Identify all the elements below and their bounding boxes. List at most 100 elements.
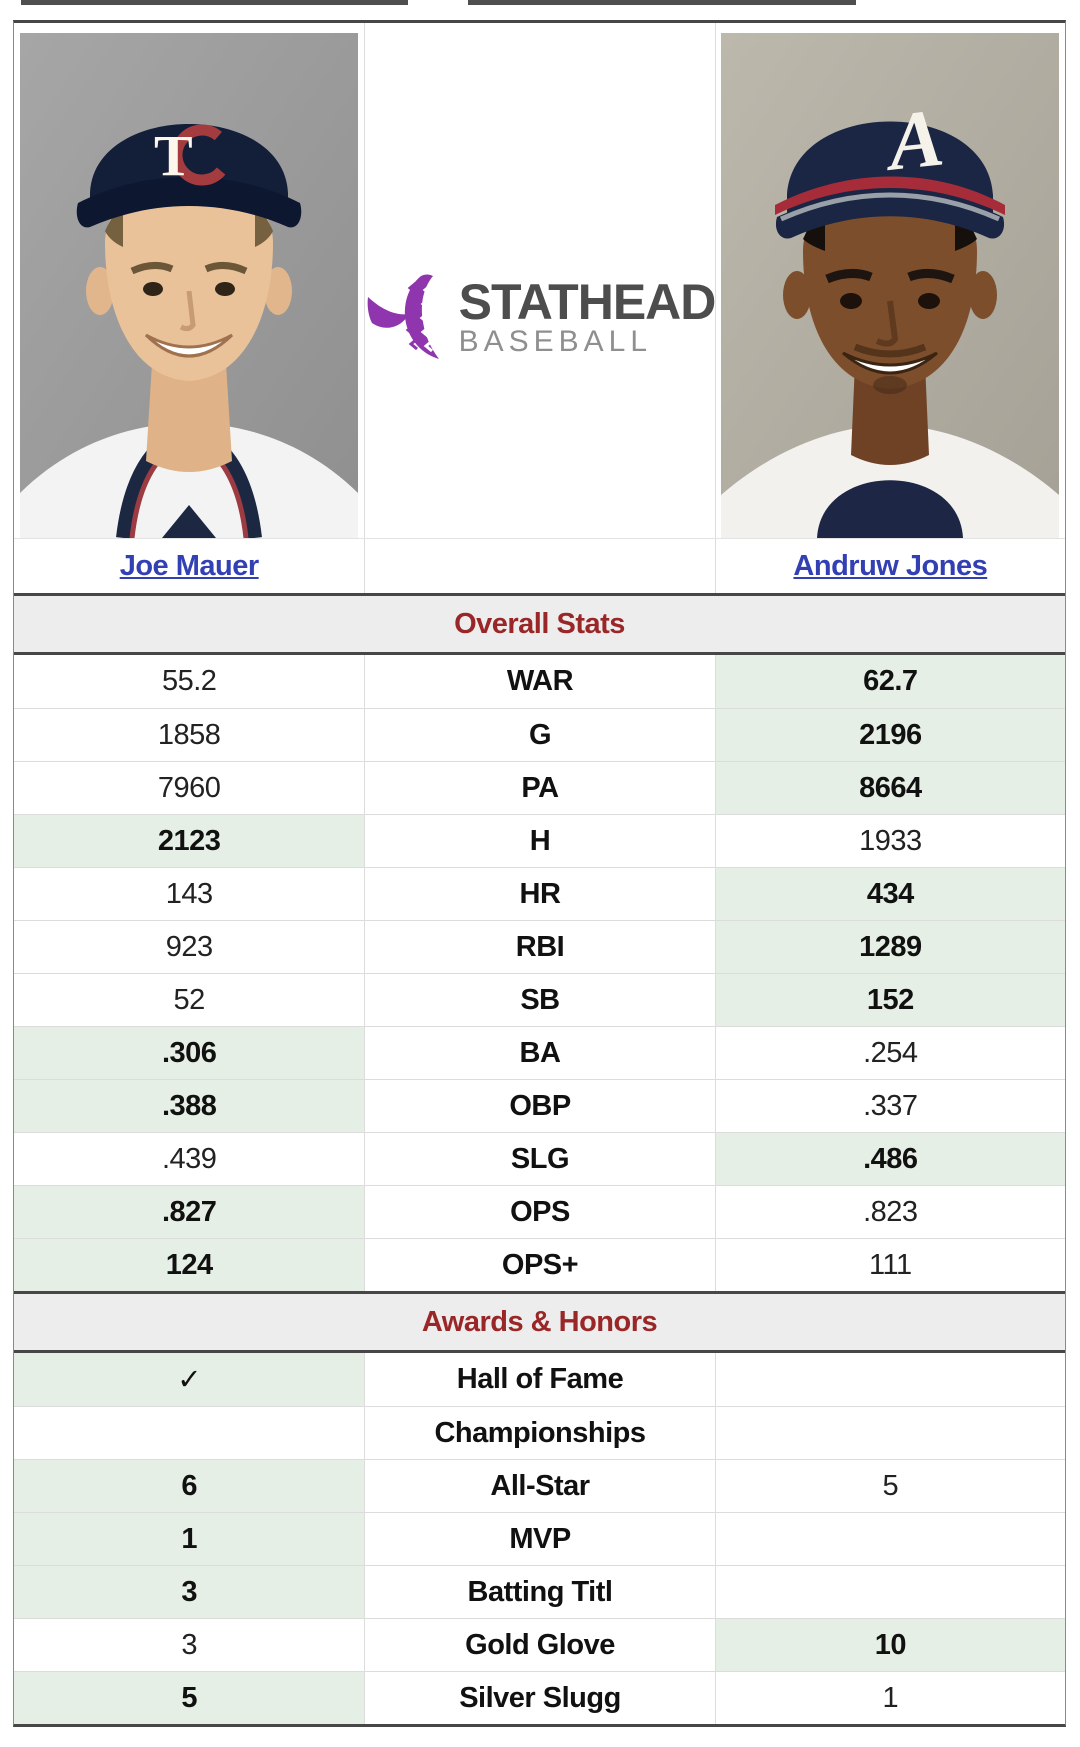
- stat-label: OBP: [364, 1080, 714, 1132]
- twins-cap-monogram-t: T: [154, 123, 193, 188]
- left-player-value: .439: [161, 1142, 217, 1175]
- right-player-value: 5: [714, 1460, 1065, 1512]
- stat-label: SLG: [364, 1133, 714, 1185]
- right-player-value: .254: [714, 1027, 1065, 1079]
- right-player-value: 8664: [714, 762, 1065, 814]
- left-player-value: 6: [14, 1460, 365, 1512]
- names-row: Joe Mauer Andruw Jones: [14, 538, 1065, 593]
- top-rule-right: [468, 0, 856, 5]
- left-player-value: .388: [14, 1080, 365, 1132]
- stat-row-rbi: 923 RBI 1289: [14, 920, 1065, 973]
- stat-row-gold-glove: 3 Gold Glove 10: [14, 1618, 1065, 1671]
- left-player-value: 923: [165, 930, 213, 963]
- stat-label: H: [364, 815, 714, 867]
- stat-label: MVP: [364, 1513, 714, 1565]
- player-link-andruw-jones[interactable]: Andruw Jones: [793, 549, 988, 582]
- stat-label: OPS+: [364, 1239, 714, 1291]
- right-player-value: [714, 1407, 1065, 1459]
- right-player-value: [714, 1566, 1065, 1618]
- joe-mauer-photo: T: [20, 33, 359, 538]
- names-row-spacer: [364, 539, 714, 593]
- stat-label: Batting Titl: [364, 1566, 714, 1618]
- left-player-value: 1: [14, 1513, 365, 1565]
- right-player-value: 2196: [714, 709, 1065, 761]
- stat-row-all-star: 6 All-Star 5: [14, 1459, 1065, 1512]
- logo-subtitle: BASEBALL: [458, 324, 653, 358]
- left-player-value: 55.2: [161, 665, 217, 697]
- stat-label: G: [364, 709, 714, 761]
- stat-row-war: 55.2 WAR 62.7: [14, 655, 1065, 708]
- player-photo-cell-right: A: [714, 23, 1065, 538]
- stat-label: RBI: [364, 921, 714, 973]
- left-player-value: 124: [14, 1239, 365, 1291]
- stat-label: HR: [364, 868, 714, 920]
- stat-row-ops: 124 OPS+ 111: [14, 1238, 1065, 1291]
- right-player-value: .823: [714, 1186, 1065, 1238]
- stat-label: Hall of Fame: [364, 1353, 714, 1406]
- player-photo-cell-left: T: [14, 23, 364, 538]
- stat-row-ops: .827 OPS .823: [14, 1185, 1065, 1238]
- right-player-value: .486: [714, 1133, 1065, 1185]
- player-name-cell-left: Joe Mauer: [14, 539, 364, 593]
- logo-cell: STATHEAD BASEBALL: [364, 23, 716, 538]
- stat-row-h: 2123 H 1933: [14, 814, 1065, 867]
- left-player-value: .306: [14, 1027, 365, 1079]
- stat-row-silver-slugg: 5 Silver Slugg 1: [14, 1671, 1065, 1724]
- right-player-value: 111: [714, 1239, 1065, 1291]
- right-player-value: 62.7: [714, 655, 1065, 708]
- section-header-awards-honors: Awards & Honors: [14, 1291, 1065, 1353]
- stat-row-pa: 7960 PA 8664: [14, 761, 1065, 814]
- left-player-value: 1858: [157, 718, 221, 751]
- stat-label: All-Star: [364, 1460, 714, 1512]
- stat-label: Championships: [364, 1407, 714, 1459]
- left-player-value: 2123: [14, 815, 365, 867]
- stat-label: BA: [364, 1027, 714, 1079]
- left-player-value: 3: [181, 1628, 197, 1661]
- player-name-cell-right: Andruw Jones: [714, 539, 1065, 593]
- section-title: Awards & Honors: [421, 1305, 658, 1338]
- stat-label: OPS: [364, 1186, 714, 1238]
- stat-row-ba: .306 BA .254: [14, 1026, 1065, 1079]
- section-header-overall-stats: Overall Stats: [14, 593, 1065, 655]
- logo-text: STATHEAD BASEBALL: [458, 273, 717, 358]
- right-player-value: .337: [714, 1080, 1065, 1132]
- stat-row-sb: 52 SB 152: [14, 973, 1065, 1026]
- section-title: Overall Stats: [454, 607, 625, 640]
- right-player-value: [714, 1513, 1065, 1565]
- stathead-logo: STATHEAD BASEBALL: [365, 271, 716, 363]
- left-player-value: 52: [173, 983, 206, 1016]
- right-player-value: [714, 1353, 1065, 1406]
- stat-row-g: 1858 G 2196: [14, 708, 1065, 761]
- stat-row-championships: Championships: [14, 1406, 1065, 1459]
- player-comparison-table: T: [13, 20, 1066, 1727]
- stat-row-slg: .439 SLG .486: [14, 1132, 1065, 1185]
- left-player-value: .827: [14, 1186, 365, 1238]
- stat-label: WAR: [364, 655, 714, 708]
- left-player-value: 7960: [157, 771, 221, 804]
- stat-row-hr: 143 HR 434: [14, 867, 1065, 920]
- right-player-value: 434: [714, 868, 1065, 920]
- left-player-value: 143: [165, 877, 213, 910]
- left-player-value: 3: [14, 1566, 365, 1618]
- stat-label: Silver Slugg: [364, 1672, 714, 1724]
- stats-sections: Overall Stats 55.2 WAR 62.7 1858 G 2196 …: [14, 593, 1065, 1724]
- right-player-value: 10: [714, 1619, 1065, 1671]
- stat-row-batting-titl: 3 Batting Titl: [14, 1565, 1065, 1618]
- stat-label: PA: [364, 762, 714, 814]
- left-player-value: 5: [14, 1672, 365, 1724]
- stat-row-obp: .388 OBP .337: [14, 1079, 1065, 1132]
- player-link-joe-mauer[interactable]: Joe Mauer: [119, 549, 259, 582]
- photo-row: T: [14, 23, 1065, 538]
- top-rule-left: [21, 0, 408, 5]
- left-player-value: [14, 1407, 364, 1459]
- left-player-value: ✓: [14, 1353, 365, 1406]
- andruw-jones-photo: A: [721, 33, 1060, 538]
- stat-label: SB: [364, 974, 714, 1026]
- logo-title: STATHEAD: [458, 273, 717, 330]
- stat-label: Gold Glove: [364, 1619, 714, 1671]
- right-player-value: 1: [714, 1672, 1065, 1724]
- right-player-value: 1289: [714, 921, 1065, 973]
- right-player-value: 152: [714, 974, 1065, 1026]
- stathead-baseball-icon: [367, 274, 439, 359]
- stat-row-mvp: 1 MVP: [14, 1512, 1065, 1565]
